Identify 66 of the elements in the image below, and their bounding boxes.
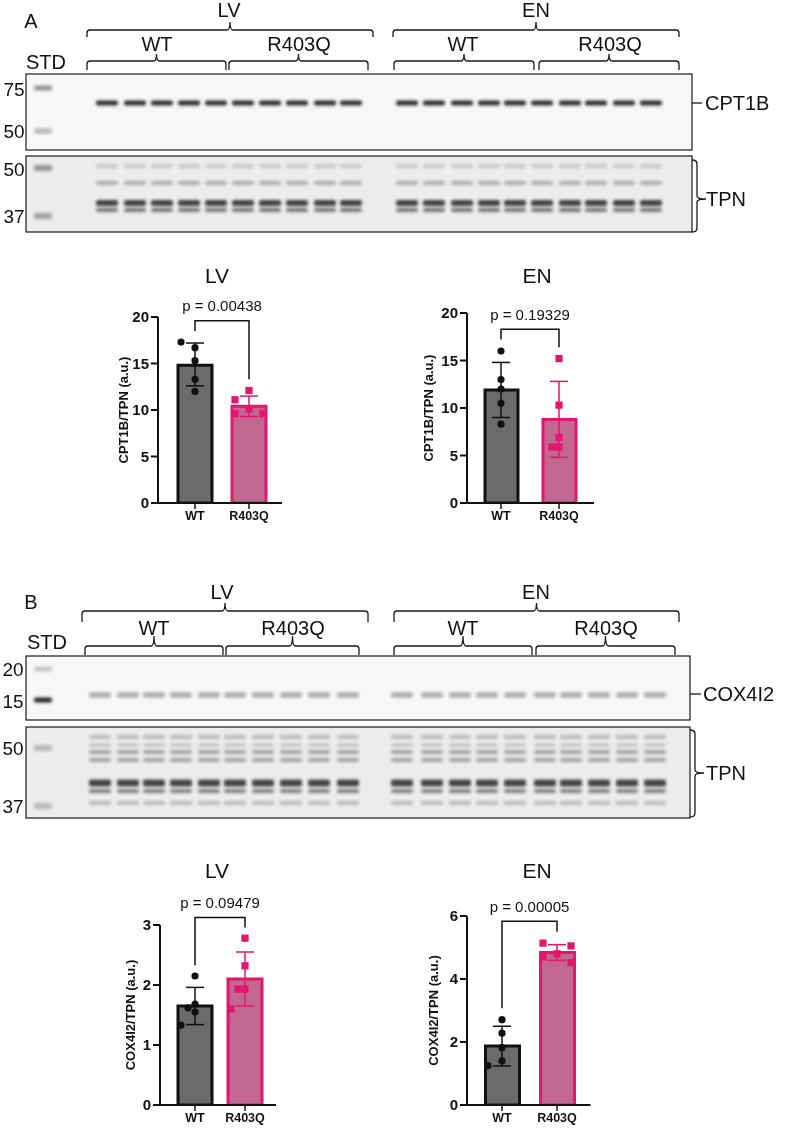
y-tick-label: 1 bbox=[142, 1036, 151, 1054]
text: R403Q bbox=[261, 617, 325, 639]
x-tick-label: R403Q bbox=[539, 508, 580, 523]
text: WT bbox=[138, 617, 170, 639]
text: p = 0.00438 bbox=[182, 297, 262, 315]
text: WT bbox=[447, 617, 479, 639]
y-tick-label: 15 bbox=[132, 354, 149, 372]
x-tick-label: R403Q bbox=[225, 1110, 266, 1125]
text: CPT1B bbox=[705, 92, 770, 114]
y-tick-label: 2 bbox=[142, 976, 151, 994]
y-axis-title: CPT1B/TPN (a.u.) bbox=[420, 354, 436, 462]
text: 50 bbox=[3, 120, 25, 142]
chart-title: EN bbox=[522, 858, 552, 882]
text: 37 bbox=[2, 795, 24, 817]
y-tick-label: 5 bbox=[140, 447, 149, 465]
text: R403Q bbox=[578, 33, 642, 55]
text: 15 bbox=[2, 690, 24, 712]
text: 75 bbox=[3, 78, 25, 100]
y-tick-label: 5 bbox=[449, 446, 458, 464]
y-tick-label: 3 bbox=[142, 916, 151, 934]
text: LV bbox=[210, 581, 235, 603]
text: COX4I2 bbox=[703, 683, 775, 705]
y-axis-title: COX4I2/TPN (a.u.) bbox=[425, 955, 441, 1066]
y-tick-label: 2 bbox=[449, 1033, 458, 1051]
y-tick-label: 0 bbox=[140, 494, 149, 512]
x-tick-label: R403Q bbox=[229, 508, 270, 523]
x-tick-label: WT bbox=[492, 1110, 513, 1125]
annotation: p = 0.19329 bbox=[490, 305, 570, 323]
text: 50 bbox=[2, 737, 24, 759]
text: TPN bbox=[706, 762, 746, 784]
y-tick-label: 0 bbox=[449, 494, 458, 512]
text: STD bbox=[26, 51, 66, 73]
text: 20 bbox=[2, 658, 24, 680]
text: 50 bbox=[3, 158, 25, 180]
text: B bbox=[24, 591, 38, 613]
y-axis-title: CPT1B/TPN (a.u.) bbox=[115, 356, 131, 464]
text: WT bbox=[447, 33, 479, 55]
text: R403Q bbox=[574, 617, 638, 639]
y-tick-label: 20 bbox=[441, 304, 458, 322]
y-axis-title: COX4I2/TPN (a.u.) bbox=[122, 959, 138, 1071]
y-tick-label: 0 bbox=[142, 1096, 151, 1114]
y-tick-label: 0 bbox=[449, 1096, 458, 1114]
chart-title: LV bbox=[204, 858, 230, 882]
text: WT bbox=[141, 33, 173, 55]
text: 37 bbox=[3, 205, 25, 227]
x-tick-label: WT bbox=[491, 508, 512, 523]
text: STD bbox=[27, 631, 67, 653]
text: p = 0.09479 bbox=[180, 894, 260, 911]
y-tick-label: 10 bbox=[132, 401, 149, 419]
text: TPN bbox=[706, 188, 746, 210]
y-tick-label: 10 bbox=[441, 399, 458, 417]
text: LV bbox=[217, 0, 242, 21]
text: A bbox=[24, 10, 39, 32]
y-tick-label: 4 bbox=[449, 970, 459, 988]
text: p = 0.00005 bbox=[489, 897, 570, 915]
x-tick-label: WT bbox=[185, 508, 206, 523]
text: EN bbox=[522, 0, 550, 21]
y-tick-label: 20 bbox=[132, 308, 149, 326]
y-tick-label: 15 bbox=[441, 351, 458, 369]
text: EN bbox=[522, 581, 550, 603]
x-tick-label: R403Q bbox=[537, 1110, 578, 1125]
x-tick-label: WT bbox=[185, 1110, 206, 1125]
chart-title: EN bbox=[522, 263, 552, 287]
chart-title: LV bbox=[204, 263, 230, 287]
text: R403Q bbox=[267, 33, 331, 55]
y-tick-label: 6 bbox=[449, 907, 458, 925]
